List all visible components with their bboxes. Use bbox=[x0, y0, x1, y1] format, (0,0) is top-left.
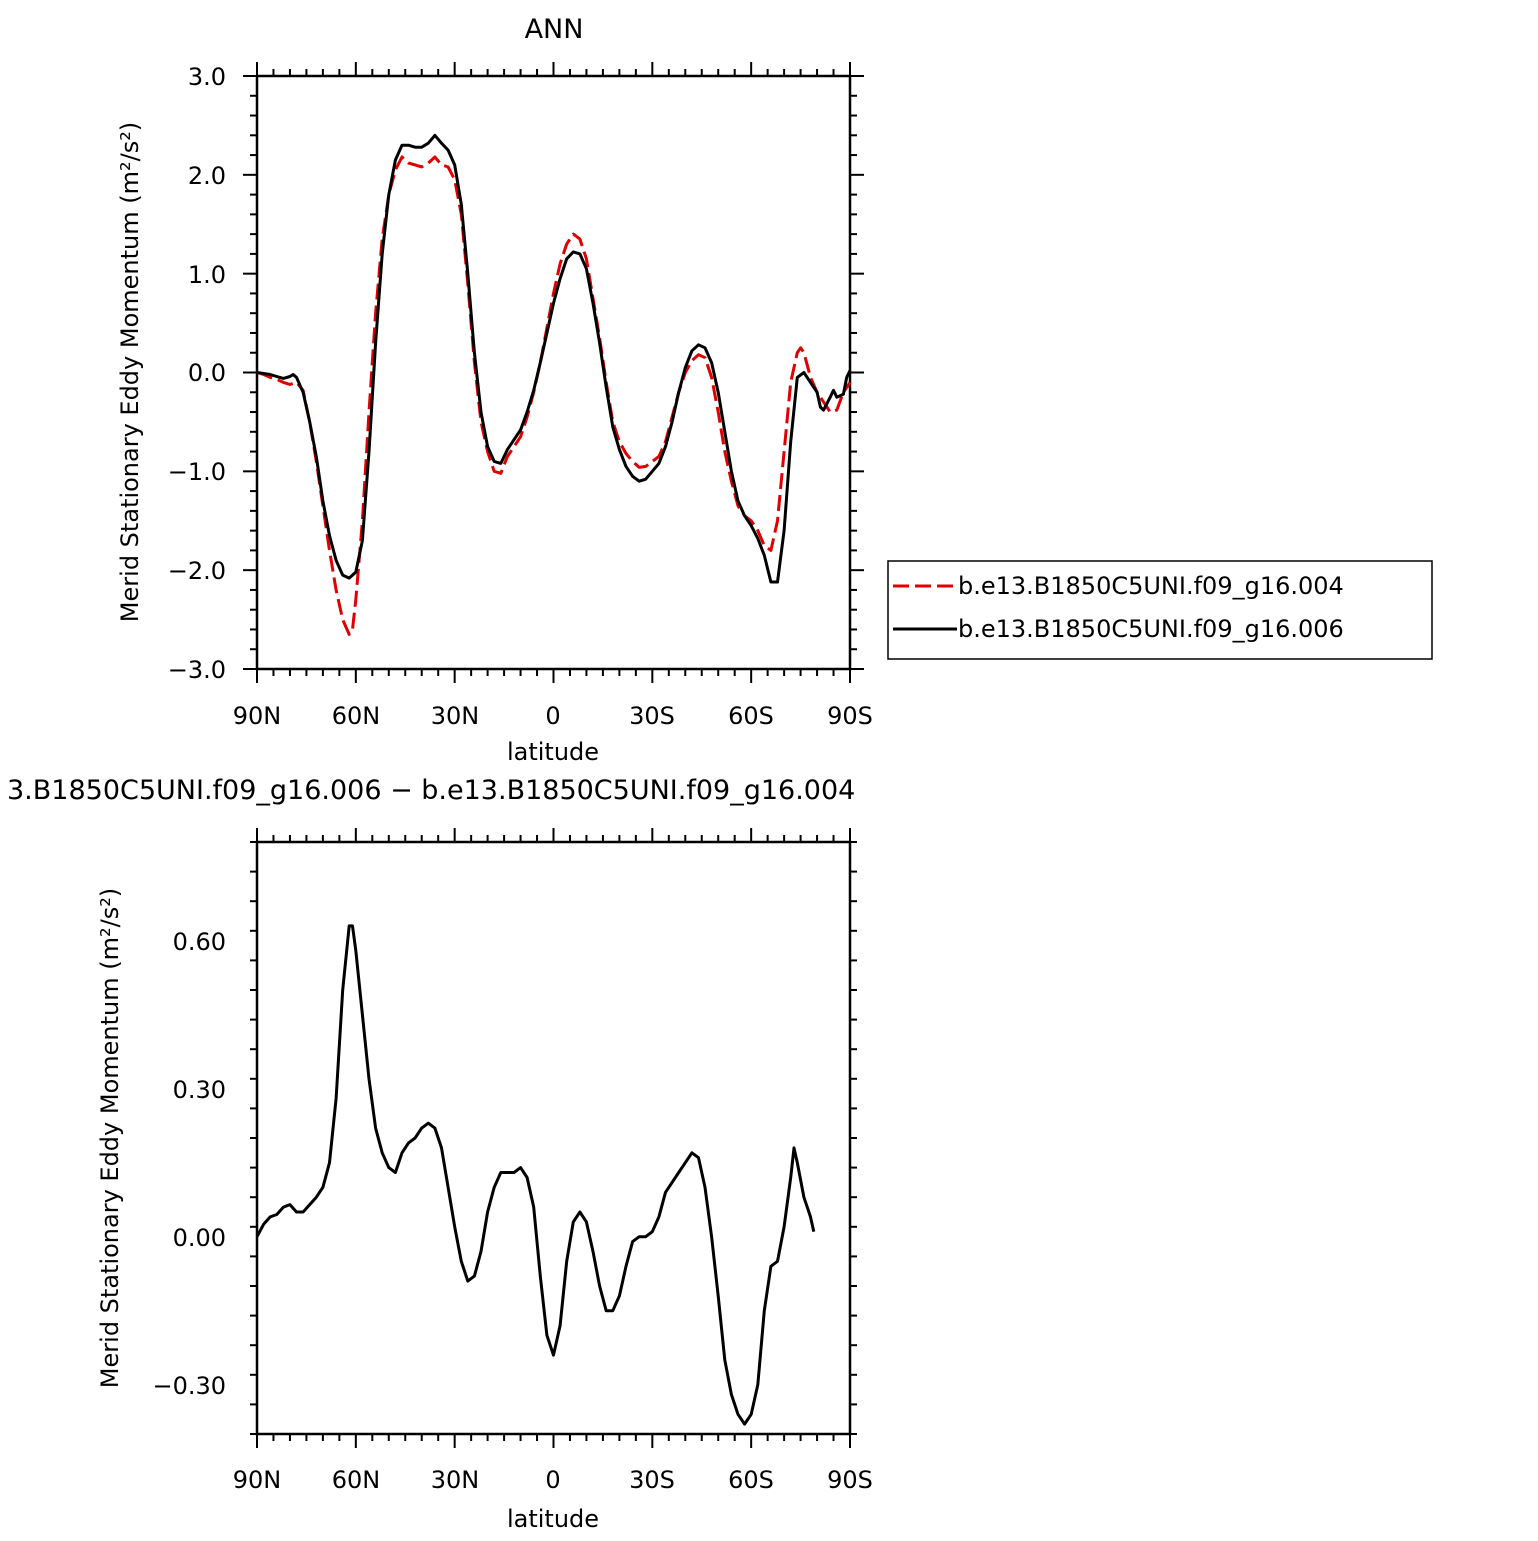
legend: b.e13.B1850C5UNI.f09_g16.004 b.e13.B1850… bbox=[887, 560, 1433, 660]
top-x-axis-label: latitude bbox=[507, 738, 599, 766]
top-y-tick-labels: 3.0 2.0 1.0 0.0 −1.0 −2.0 −3.0 bbox=[168, 63, 226, 684]
top-ytick-label: −1.0 bbox=[168, 458, 226, 486]
bottom-panel: 3.B1850C5UNI.f09_g16.006 − b.e13.B1850C5… bbox=[7, 775, 873, 1533]
top-ytick-label: 2.0 bbox=[188, 162, 226, 190]
bottom-y-tick-labels: 0.60 0.30 0.00 −0.30 bbox=[152, 928, 226, 1400]
top-xtick-label: 30N bbox=[431, 702, 480, 730]
legend-label-004: b.e13.B1850C5UNI.f09_g16.004 bbox=[958, 572, 1344, 600]
bottom-ytick-label: 0.60 bbox=[173, 928, 226, 956]
bottom-tick-marks bbox=[250, 828, 857, 1448]
legend-box bbox=[887, 560, 1433, 660]
bottom-xtick-label: 60N bbox=[332, 1466, 381, 1494]
top-series-line-004 bbox=[256, 155, 852, 636]
bottom-ytick-label: 0.00 bbox=[173, 1224, 226, 1252]
bottom-xtick-label: 90S bbox=[827, 1466, 873, 1494]
bottom-xtick-label: 0 bbox=[545, 1466, 560, 1494]
bottom-y-axis-label: Merid Stationary Eddy Momentum (m²/s²) bbox=[96, 888, 124, 1388]
top-series-line-006 bbox=[256, 133, 852, 584]
bottom-xtick-label: 30S bbox=[629, 1466, 675, 1494]
top-y-axis-label: Merid Stationary Eddy Momentum (m²/s²) bbox=[116, 122, 144, 622]
top-ytick-label: 1.0 bbox=[188, 261, 226, 289]
bottom-x-axis-label: latitude bbox=[507, 1505, 599, 1533]
top-ytick-label: 3.0 bbox=[188, 63, 226, 91]
top-ytick-label: −2.0 bbox=[168, 557, 226, 585]
bottom-x-tick-labels: 90N 60N 30N 0 30S 60S 90S bbox=[233, 1466, 873, 1494]
top-ytick-label: −3.0 bbox=[168, 656, 226, 684]
bottom-difference-line bbox=[255, 924, 816, 1426]
top-xtick-label: 90S bbox=[827, 702, 873, 730]
bottom-xtick-label: 30N bbox=[431, 1466, 480, 1494]
bottom-ytick-label: −0.30 bbox=[152, 1372, 226, 1400]
bottom-ytick-label: 0.30 bbox=[173, 1076, 226, 1104]
top-chart-title: ANN bbox=[525, 14, 584, 45]
top-xtick-label: 30S bbox=[629, 702, 675, 730]
top-tick-marks bbox=[243, 62, 864, 683]
top-xtick-label: 60N bbox=[332, 702, 381, 730]
bottom-xtick-label: 90N bbox=[233, 1466, 282, 1494]
bottom-xtick-label: 60S bbox=[728, 1466, 774, 1494]
top-panel: ANN 3.0 2.0 1.0 0.0 −1.0 −2.0 −3.0 90N 6… bbox=[116, 14, 1433, 766]
bottom-chart-title: 3.B1850C5UNI.f09_g16.006 − b.e13.B1850C5… bbox=[7, 775, 855, 806]
top-ytick-label: 0.0 bbox=[188, 359, 226, 387]
legend-label-006: b.e13.B1850C5UNI.f09_g16.006 bbox=[958, 615, 1344, 643]
top-plot-frame bbox=[255, 74, 852, 671]
top-x-tick-labels: 90N 60N 30N 0 30S 60S 90S bbox=[233, 702, 873, 730]
top-xtick-label: 0 bbox=[545, 702, 560, 730]
top-xtick-label: 90N bbox=[233, 702, 282, 730]
top-xtick-label: 60S bbox=[728, 702, 774, 730]
